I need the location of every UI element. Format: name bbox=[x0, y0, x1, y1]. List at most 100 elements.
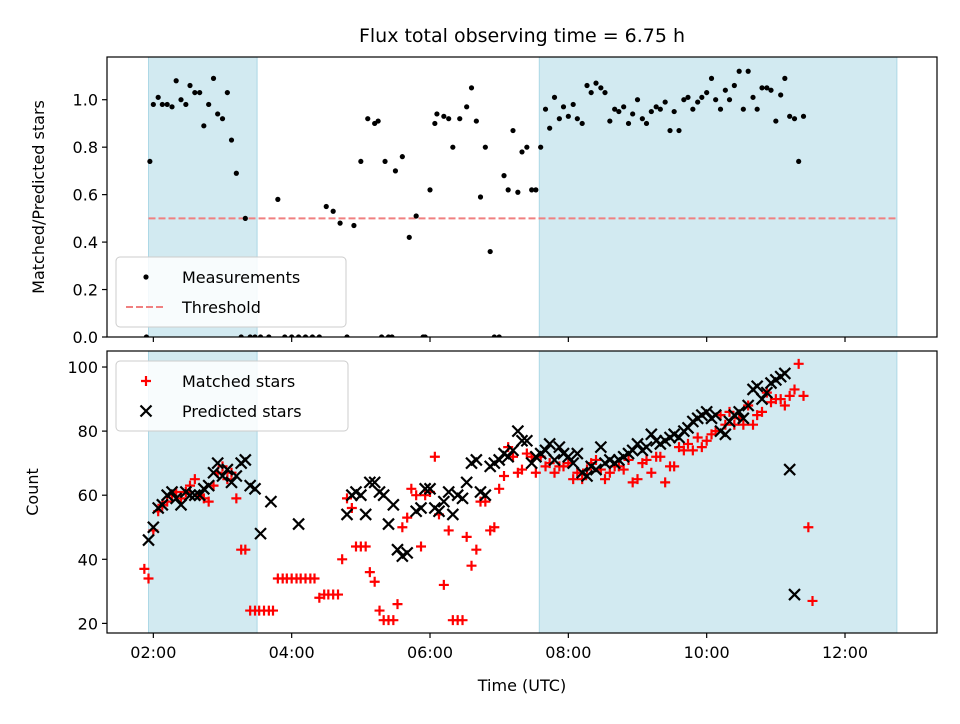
data-point bbox=[544, 458, 555, 469]
data-point bbox=[413, 213, 419, 219]
data-point bbox=[183, 488, 197, 502]
data-point bbox=[778, 92, 784, 98]
data-point bbox=[630, 111, 636, 117]
data-point bbox=[775, 394, 786, 405]
data-point bbox=[240, 544, 251, 555]
data-point bbox=[252, 334, 258, 337]
data-point bbox=[533, 187, 539, 193]
data-point bbox=[755, 392, 769, 406]
data-point bbox=[685, 94, 691, 100]
data-point bbox=[368, 476, 381, 489]
data-point bbox=[391, 543, 404, 556]
data-point bbox=[382, 158, 388, 165]
y-axis-label: Count bbox=[23, 468, 42, 516]
data-point bbox=[217, 461, 228, 472]
data-point bbox=[365, 116, 371, 122]
series-matched-stars bbox=[139, 358, 818, 626]
data-point bbox=[538, 144, 544, 150]
data-point bbox=[202, 479, 215, 492]
data-point bbox=[268, 605, 278, 616]
data-point bbox=[607, 118, 613, 124]
data-point bbox=[266, 334, 272, 337]
y-tick-label: 40 bbox=[78, 550, 98, 569]
data-point bbox=[683, 438, 693, 449]
data-point bbox=[337, 220, 343, 226]
data-point bbox=[701, 435, 712, 446]
data-point bbox=[574, 116, 580, 122]
data-point bbox=[681, 421, 695, 435]
data-point bbox=[723, 415, 736, 428]
data-point bbox=[510, 127, 516, 134]
data-point bbox=[515, 189, 521, 195]
data-point bbox=[487, 248, 493, 255]
data-point bbox=[700, 405, 713, 419]
data-point bbox=[282, 334, 288, 337]
data-point bbox=[139, 563, 150, 574]
data-point bbox=[147, 520, 160, 534]
data-point bbox=[470, 453, 483, 467]
legend: Measurements Threshold bbox=[115, 256, 347, 328]
data-point bbox=[643, 120, 650, 127]
data-point bbox=[406, 234, 412, 240]
data-point bbox=[309, 573, 320, 584]
data-point bbox=[231, 493, 242, 504]
data-point bbox=[657, 106, 663, 112]
legend-box bbox=[115, 256, 347, 328]
data-point bbox=[731, 82, 737, 89]
y-tick-label: 80 bbox=[78, 422, 98, 441]
data-point bbox=[600, 474, 610, 485]
data-point bbox=[358, 158, 364, 165]
data-point bbox=[201, 123, 207, 129]
data-point bbox=[429, 451, 440, 462]
data-point bbox=[197, 89, 203, 96]
data-point bbox=[519, 149, 525, 155]
data-point bbox=[745, 68, 751, 74]
data-point bbox=[142, 533, 155, 547]
data-point bbox=[374, 605, 385, 616]
data-point bbox=[520, 434, 534, 448]
data-point bbox=[598, 85, 604, 91]
data-point bbox=[392, 168, 399, 174]
data-point bbox=[397, 522, 408, 533]
data-point bbox=[427, 187, 433, 193]
y-tick-label: 0.8 bbox=[73, 138, 98, 157]
data-point bbox=[388, 615, 399, 626]
data-point bbox=[364, 567, 375, 578]
data-point bbox=[591, 454, 602, 465]
data-point bbox=[399, 154, 405, 160]
legend-marker bbox=[139, 404, 153, 418]
y-tick-label: 0.4 bbox=[73, 233, 98, 252]
data-point bbox=[275, 196, 281, 202]
data-point bbox=[671, 108, 677, 115]
data-point bbox=[337, 554, 348, 565]
series-measurements bbox=[143, 68, 807, 337]
data-point bbox=[156, 498, 169, 512]
data-point bbox=[788, 588, 801, 601]
data-point bbox=[640, 440, 653, 454]
data-point bbox=[174, 498, 188, 512]
data-point bbox=[192, 89, 198, 96]
data-point bbox=[695, 99, 701, 105]
data-point bbox=[646, 467, 657, 478]
data-point bbox=[464, 104, 470, 110]
data-point bbox=[732, 405, 746, 419]
data-point bbox=[548, 453, 561, 467]
data-point bbox=[224, 89, 230, 96]
data-point bbox=[169, 492, 183, 505]
data-point bbox=[708, 75, 715, 81]
data-point bbox=[517, 464, 527, 475]
data-point bbox=[669, 461, 680, 472]
axes-frame bbox=[106, 56, 938, 338]
data-point bbox=[292, 517, 305, 531]
data-point bbox=[754, 106, 760, 112]
data-point bbox=[740, 106, 746, 112]
x-tick-label: 02:00 bbox=[130, 643, 176, 662]
data-point bbox=[539, 444, 552, 457]
data-point bbox=[717, 106, 724, 112]
data-point bbox=[560, 104, 567, 110]
data-point bbox=[342, 493, 353, 504]
data-point bbox=[155, 94, 161, 100]
data-point bbox=[479, 488, 492, 502]
data-point bbox=[530, 467, 541, 478]
